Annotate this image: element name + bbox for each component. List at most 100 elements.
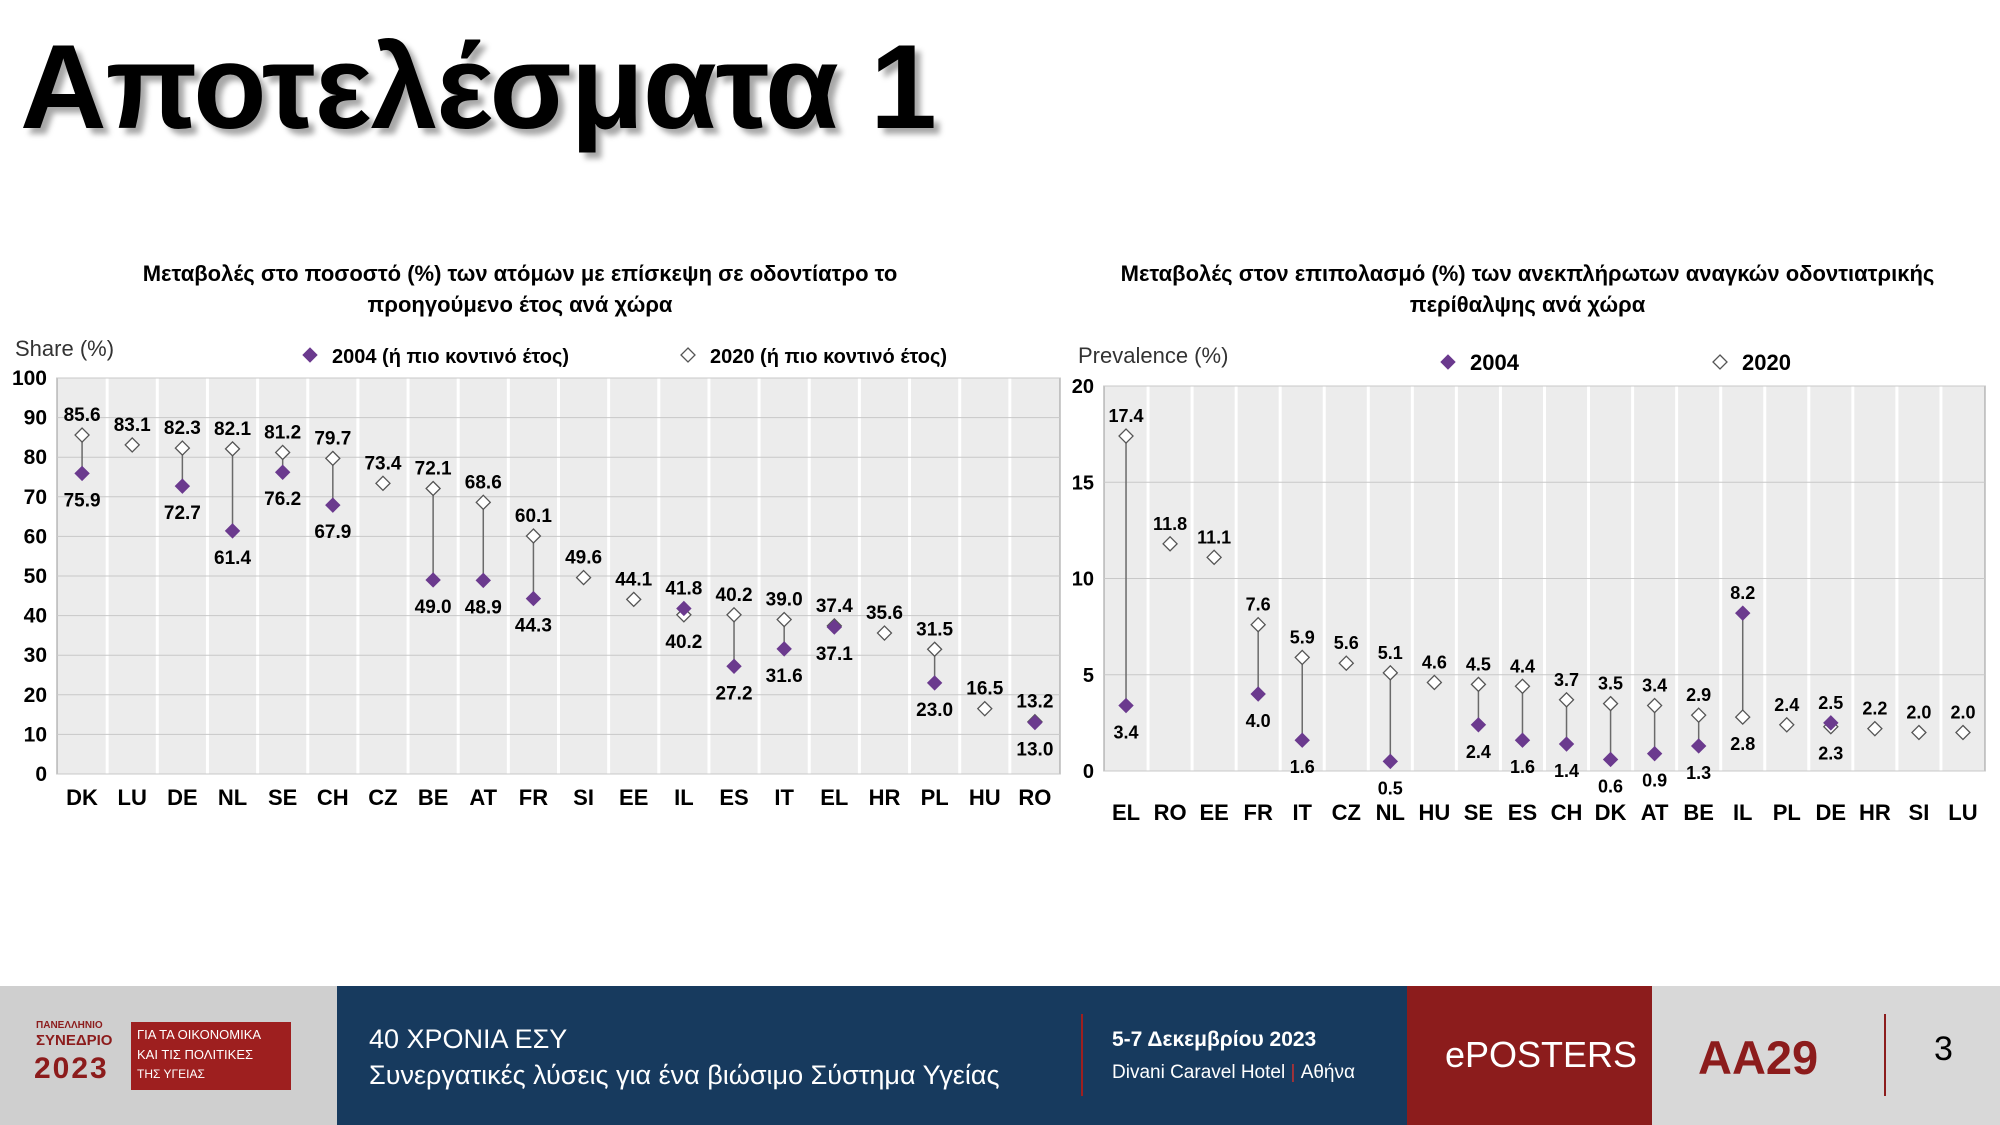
footer-event-area: 40 ΧΡΟΝΙΑ ΕΣΥ Συνεργατικές λύσεις για έν…: [337, 986, 1407, 1125]
chart2-data-label-bottom: 0.5: [1378, 778, 1403, 798]
chart1-point-2004: [676, 600, 692, 617]
chart1-y-tick-label: 100: [12, 367, 47, 390]
chart2-point-2004: [1250, 686, 1266, 702]
chart1-point-2004: [525, 590, 542, 607]
chart1-data-label-top: 16.5: [966, 679, 1003, 700]
chart1-data-label-top: 82.3: [164, 418, 201, 439]
chart2-point-2020: [1646, 697, 1663, 714]
chart2-data-label-top: 3.4: [1642, 676, 1667, 696]
chart2-data-label-top: 7.6: [1246, 595, 1271, 615]
chart1-category-label: DE: [167, 785, 198, 810]
chart2-category-label: IL: [1733, 800, 1753, 825]
chart2-category-label: PL: [1773, 800, 1801, 825]
chart1-point-2020: [525, 528, 542, 544]
chart1-y-tick-label: 90: [24, 407, 47, 430]
chart1-point-2020: [625, 591, 642, 608]
chart1-category-label: CZ: [368, 785, 397, 810]
chart1-data-label-bottom: 49.0: [415, 597, 452, 618]
chart1-point-2020: [926, 641, 943, 658]
chart2-point-2004: [1118, 697, 1134, 714]
chart1-category-label: PL: [921, 785, 949, 810]
chart1-category-label: SE: [268, 785, 297, 810]
chart2-point-2004: [1690, 738, 1707, 754]
chart2-legend-label-2004: 2004: [1470, 350, 1520, 375]
chart1-data-label-top: 73.4: [364, 453, 401, 474]
chart1-category-label: NL: [218, 785, 247, 810]
chart1-category-label: RO: [1018, 785, 1051, 810]
logo-topic-box: ΓΙΑ ΤΑ ΟΙΚΟΝΟΜΙΚΑ ΚΑΙ ΤΙΣ ΠΟΛΙΤΙΚΕΣ ΤΗΣ …: [131, 1022, 291, 1090]
chart2-point-2004: [1823, 715, 1839, 731]
chart1-point-2020: [274, 444, 291, 461]
chart2-data-label-top: 17.4: [1109, 406, 1144, 426]
chart1-point-2020: [224, 440, 241, 457]
chart2-data-label-bottom: 4.0: [1246, 711, 1271, 731]
chart1-category-label: EE: [619, 785, 648, 810]
slide-number: 3: [1934, 1030, 1953, 1068]
chart1-category-label: DK: [66, 785, 98, 810]
chart1-category-label: IT: [774, 785, 794, 810]
chart1-point-2004: [325, 497, 341, 513]
chart1-data-label-bottom: 13.0: [1016, 740, 1053, 761]
chart1-point-2020: [976, 700, 993, 717]
chart2-data-label-bottom: 1.3: [1686, 763, 1711, 783]
chart2-point-2004: [1558, 736, 1575, 752]
chart1-data-label-bottom: 72.7: [164, 503, 201, 524]
chart1-point-2020: [74, 427, 90, 443]
chart1-category-label: SI: [573, 785, 594, 810]
chart1-data-label-bottom: 48.9: [465, 597, 502, 618]
chart2-data-label-top: 5.1: [1378, 643, 1403, 663]
chart2-point-2020: [1162, 535, 1178, 552]
chart2-point-2020: [1206, 549, 1223, 566]
chart1-data-label-top: 35.6: [866, 603, 903, 624]
event-dates: 5-7 Δεκεμβρίου 2023: [1112, 1028, 1317, 1051]
chart2-data-label-bottom: 0.9: [1642, 771, 1667, 791]
chart2-point-2004: [1602, 751, 1619, 768]
chart2-point-2020: [1338, 655, 1355, 672]
chart1-data-label-top: 85.6: [64, 405, 101, 426]
chart1-data-label-top: 81.2: [264, 422, 301, 443]
logo-line1: ΠΑΝΕΛΛΗΝΙΟ: [36, 1020, 103, 1031]
event-venue: Divani Caravel Hotel: [1112, 1062, 1286, 1083]
logo-line2: ΣΥΝΕΔΡΙΟ: [36, 1032, 113, 1049]
chart1-y-tick-label: 20: [24, 684, 47, 707]
chart2-data-label-top: 2.5: [1818, 693, 1843, 713]
chart2-data-label-top: 11.1: [1197, 527, 1231, 547]
chart2-data-label-top: 2.4: [1774, 695, 1799, 715]
chart2-category-label: FR: [1244, 800, 1273, 825]
chart2-y-axis-label: Prevalence (%): [1078, 343, 1228, 368]
event-title: 40 ΧΡΟΝΙΑ ΕΣΥ: [369, 1024, 568, 1054]
chart2-category-label: IT: [1292, 800, 1312, 825]
chart1-category-label: HU: [969, 785, 1001, 810]
event-location: Divani Caravel Hotel | Αθήνα: [1112, 1062, 1355, 1084]
chart1-data-label-top: 83.1: [114, 415, 151, 436]
chart2-data-label-top: 11.8: [1153, 514, 1187, 534]
chart1-data-label-bottom: 44.3: [515, 616, 552, 637]
chart1-data-label-top: 41.8: [665, 578, 702, 599]
chart2-data-label-top: 5.9: [1290, 627, 1315, 647]
page-title: Αποτελέσματα 1: [20, 20, 937, 154]
chart1-data-label-bottom: 76.2: [264, 489, 301, 510]
chart1-point-2004: [726, 658, 742, 674]
chart2-category-label: BE: [1683, 800, 1714, 825]
chart1-data-label-bottom: 75.9: [64, 490, 101, 511]
chart1-point-2020: [174, 440, 191, 457]
chart1-y-axis-label: Share (%): [15, 336, 114, 361]
logo-year: 2023: [34, 1052, 109, 1085]
chart1-data-label-top: 13.2: [1016, 692, 1053, 713]
chart2-point-2020: [1955, 724, 1971, 741]
chart2-data-label-top: 8.2: [1730, 583, 1755, 603]
logo-topic1: ΓΙΑ ΤΑ ΟΙΚΟΝΟΜΙΚΑ: [137, 1027, 262, 1042]
chart2-category-label: LU: [1948, 800, 1977, 825]
chart2-point-2020: [1514, 678, 1531, 695]
conference-logo: ΠΑΝΕΛΛΗΝΙΟ ΣΥΝΕΔΡΙΟ 2023 ΓΙΑ ΤΑ ΟΙΚΟΝΟΜΙ…: [30, 1020, 292, 1092]
chart1-title: Μεταβολές στο ποσοστό (%) των ατόμων με …: [142, 261, 898, 317]
chart2-data-label-bottom: 1.4: [1554, 761, 1579, 781]
chart1-point-2004: [1027, 714, 1043, 731]
chart1-y-tick-label: 10: [24, 723, 47, 746]
chart1-data-label-top: 79.7: [314, 428, 351, 449]
chart1-data-label-top: 49.6: [565, 548, 602, 569]
chart2-point-2004: [1382, 753, 1399, 770]
chart1-data-label-bottom: 61.4: [214, 548, 251, 569]
chart1-point-2004: [274, 464, 291, 480]
